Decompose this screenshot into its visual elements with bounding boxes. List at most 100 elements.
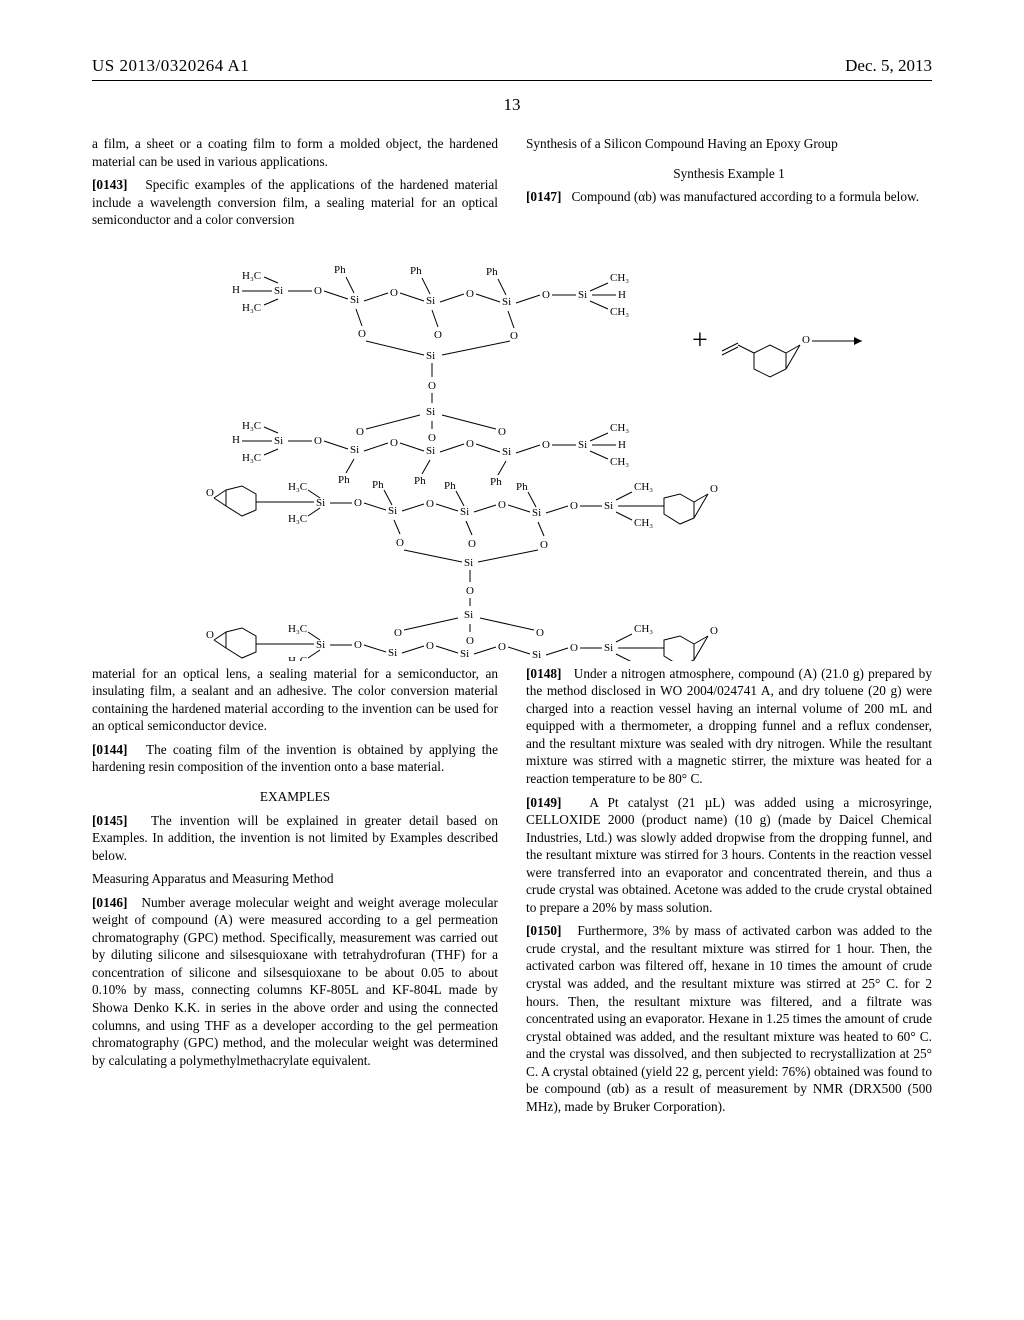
- svg-text:Ph: Ph: [486, 266, 498, 278]
- svg-text:O: O: [466, 635, 474, 647]
- page-number: 13: [92, 95, 932, 115]
- svg-text:Ph: Ph: [372, 479, 384, 491]
- svg-text:O: O: [434, 329, 442, 341]
- svg-text:O: O: [390, 287, 398, 299]
- bottom-columns: material for an optical lens, a sealing …: [92, 665, 932, 1122]
- svg-text:H₃C: H₃C: [242, 452, 261, 464]
- svg-text:O: O: [206, 487, 214, 499]
- para-num-0150: [0150]: [526, 923, 561, 938]
- svg-text:O: O: [466, 288, 474, 300]
- svg-text:O: O: [570, 500, 578, 512]
- svg-text:Si: Si: [426, 295, 435, 307]
- page-header: US 2013/0320264 A1 Dec. 5, 2013: [92, 56, 932, 76]
- chem-structure-svg: H₃C H Si H₃C O Si Ph O Si: [152, 241, 872, 661]
- para-0148: [0148] Under a nitrogen atmosphere, comp…: [526, 665, 932, 788]
- svg-text:Si: Si: [604, 642, 613, 654]
- svg-text:H₃C: H₃C: [288, 623, 307, 635]
- svg-text:O: O: [510, 330, 518, 342]
- svg-text:O: O: [206, 629, 214, 641]
- para-0150: [0150] Furthermore, 3% by mass of activa…: [526, 922, 932, 1115]
- measuring-heading: Measuring Apparatus and Measuring Method: [92, 870, 498, 888]
- svg-text:O: O: [356, 426, 364, 438]
- svg-text:O: O: [498, 499, 506, 511]
- svg-text:Si: Si: [460, 506, 469, 518]
- para-cont: a film, a sheet or a coating film to for…: [92, 135, 498, 170]
- svg-text:O: O: [498, 426, 506, 438]
- svg-text:O: O: [426, 498, 434, 510]
- svg-text:Si: Si: [578, 289, 587, 301]
- svg-text:Ph: Ph: [444, 480, 456, 492]
- svg-text:H: H: [232, 434, 240, 446]
- svg-text:CH₃: CH₃: [610, 422, 629, 434]
- svg-text:O: O: [498, 641, 506, 653]
- examples-heading: EXAMPLES: [92, 788, 498, 806]
- para-0143: [0143] Specific examples of the applicat…: [92, 176, 498, 229]
- svg-text:H₃C: H₃C: [242, 420, 261, 432]
- para-num-0145: [0145]: [92, 813, 127, 828]
- para-num-0143: [0143]: [92, 177, 127, 192]
- para-text-0143: Specific examples of the applications of…: [92, 177, 498, 227]
- svg-text:O: O: [468, 538, 476, 550]
- left-column-top: a film, a sheet or a coating film to for…: [92, 135, 498, 235]
- svg-text:Si: Si: [604, 500, 613, 512]
- svg-text:Si: Si: [578, 439, 587, 451]
- para-0146: [0146] Number average molecular weight a…: [92, 894, 498, 1069]
- para-text-0148: Under a nitrogen atmosphere, compound (A…: [526, 666, 932, 786]
- svg-text:CH₃: CH₃: [634, 623, 653, 635]
- svg-text:Ph: Ph: [490, 476, 502, 488]
- svg-text:O: O: [396, 537, 404, 549]
- svg-text:H: H: [232, 284, 240, 296]
- svg-text:Si: Si: [350, 444, 359, 456]
- svg-text:Si: Si: [316, 497, 325, 509]
- svg-text:Si: Si: [426, 350, 435, 362]
- svg-text:O: O: [802, 334, 810, 346]
- svg-text:O: O: [536, 627, 544, 639]
- svg-text:H₃C: H₃C: [288, 481, 307, 493]
- para-text-0147: Compound (αb) was manufactured according…: [571, 189, 919, 204]
- svg-text:O: O: [710, 483, 718, 495]
- right-column-bottom: [0148] Under a nitrogen atmosphere, comp…: [526, 665, 932, 1122]
- svg-text:Si: Si: [502, 446, 511, 458]
- svg-text:H: H: [618, 439, 626, 451]
- svg-text:H: H: [618, 289, 626, 301]
- svg-text:Si: Si: [426, 406, 435, 418]
- svg-text:O: O: [426, 640, 434, 652]
- svg-text:H₃C: H₃C: [288, 513, 307, 525]
- para-text-0150: Furthermore, 3% by mass of activated car…: [526, 923, 932, 1113]
- svg-text:Ph: Ph: [516, 481, 528, 493]
- svg-text:CH₃: CH₃: [610, 306, 629, 318]
- para-text-0146: Number average molecular weight and weig…: [92, 895, 498, 1068]
- svg-text:Si: Si: [464, 609, 473, 621]
- para-0145: [0145] The invention will be explained i…: [92, 812, 498, 865]
- svg-text:Si: Si: [316, 639, 325, 651]
- svg-text:Si: Si: [350, 294, 359, 306]
- plus-symbol: +: [692, 325, 708, 356]
- left-column-bottom: material for an optical lens, a sealing …: [92, 665, 498, 1122]
- synth-title: Synthesis of a Silicon Compound Having a…: [526, 135, 932, 153]
- svg-text:O: O: [390, 437, 398, 449]
- svg-text:Si: Si: [464, 557, 473, 569]
- svg-text:Si: Si: [274, 435, 283, 447]
- right-column-top: Synthesis of a Silicon Compound Having a…: [526, 135, 932, 235]
- header-rule: [92, 80, 932, 81]
- svg-text:Si: Si: [532, 649, 541, 661]
- svg-text:O: O: [428, 432, 436, 444]
- para-num-0148: [0148]: [526, 666, 561, 681]
- para-0144: [0144] The coating film of the invention…: [92, 741, 498, 776]
- svg-text:Ph: Ph: [414, 475, 426, 487]
- svg-text:Si: Si: [460, 648, 469, 660]
- svg-text:H₃C: H₃C: [242, 302, 261, 314]
- svg-text:CH₃: CH₃: [634, 481, 653, 493]
- svg-text:Si: Si: [388, 505, 397, 517]
- svg-text:H₃C: H₃C: [242, 270, 261, 282]
- svg-text:CH₃: CH₃: [634, 517, 653, 529]
- patent-page: US 2013/0320264 A1 Dec. 5, 2013 13 a fil…: [0, 0, 1024, 1320]
- top-columns: a film, a sheet or a coating film to for…: [92, 135, 932, 235]
- reaction-arrow: [812, 337, 862, 345]
- svg-text:O: O: [466, 438, 474, 450]
- svg-text:Si: Si: [274, 285, 283, 297]
- svg-text:Si: Si: [532, 507, 541, 519]
- svg-text:O: O: [354, 497, 362, 509]
- para-text-0145: The invention will be explained in great…: [92, 813, 498, 863]
- svg-text:CH₃: CH₃: [610, 456, 629, 468]
